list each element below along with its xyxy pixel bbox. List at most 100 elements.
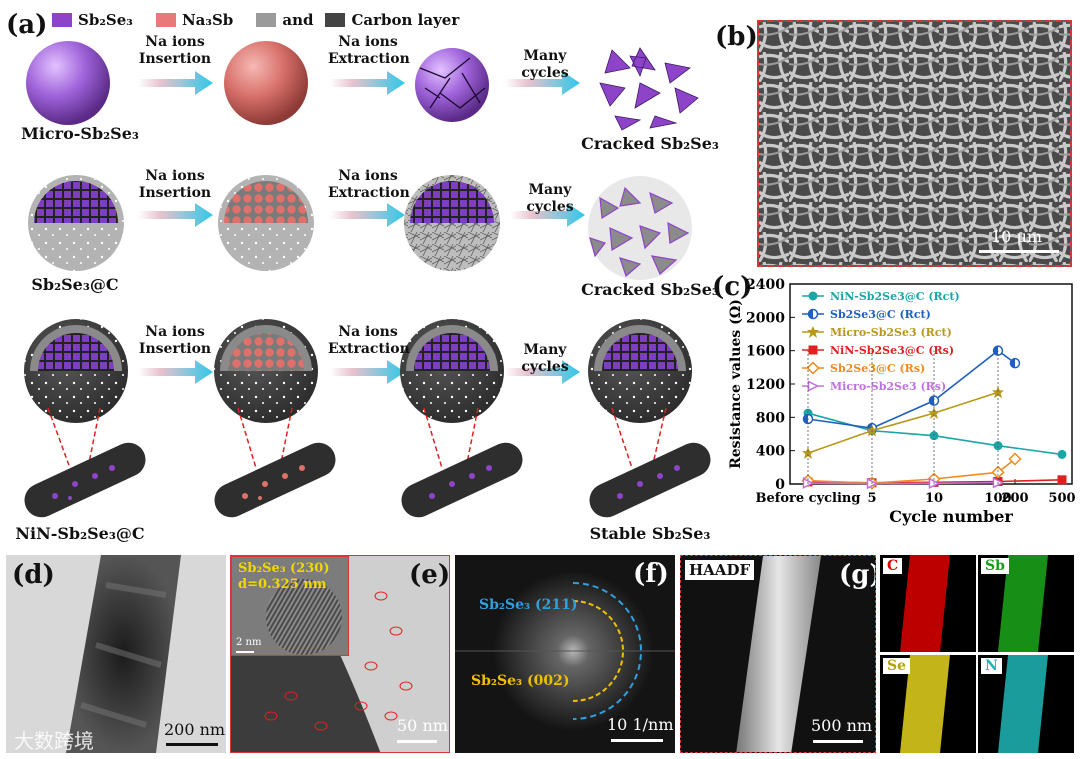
data-point — [1057, 449, 1067, 459]
legend-sb2se3: Sb₂Se₃ — [52, 11, 133, 29]
tem-e-scale-bar — [397, 740, 437, 743]
dark-swatch — [325, 13, 346, 27]
extracted-sphere — [404, 175, 500, 271]
fft-pattern — [455, 571, 675, 731]
legend-sb2se3-text: Sb₂Se₃ — [78, 11, 133, 29]
nanofibers — [24, 442, 711, 518]
x-tick-label: 200 — [1001, 491, 1028, 506]
eds-se-shape — [900, 655, 950, 753]
arrow-r2-3 — [510, 203, 585, 227]
arrow-label-r3-1: Na ions Insertion — [138, 324, 212, 357]
data-point — [802, 447, 814, 460]
grey-swatch — [256, 13, 277, 27]
inset-lattice — [266, 579, 342, 655]
legend-row: Sb₂Se₃ Na₃Sb and Carbon layer — [52, 10, 477, 29]
data-point-half — [1010, 358, 1015, 368]
haadf-scale-text: 500 nm — [811, 716, 873, 735]
series-line — [807, 391, 999, 454]
arrow-r1-2 — [330, 71, 405, 95]
fft-image: (f) Sb₂Se₃ (211) Sb₂Se₃ (002) 10 1/nm — [455, 555, 675, 753]
nin-sphere-1 — [24, 319, 128, 423]
label-micro-sb2se3: Micro-Sb₂Se₃ — [21, 124, 139, 143]
sb2se3-at-c-sphere — [28, 175, 124, 271]
x-tick-label: Before cycling — [756, 491, 861, 506]
cracked-shards-row2 — [588, 176, 692, 280]
data-point — [808, 345, 818, 355]
inset-scale-text: 2 nm — [236, 637, 262, 648]
eds-map-sb: Sb — [978, 555, 1074, 652]
legend-label: Sb2Se3@C (Rs) — [830, 362, 925, 375]
panel-f-label: (f) — [633, 559, 669, 589]
row3-particles — [24, 319, 711, 518]
data-point-half — [929, 396, 934, 406]
hrtem-inset: Sb₂Se₃ (230) d=0.325 nm 2 nm — [231, 556, 349, 656]
eds-sb-shape — [998, 555, 1048, 652]
tem-image-d: 大数跨境 200 nm — [6, 555, 226, 753]
tem-image-e: Sb₂Se₃ (230) d=0.325 nm 2 nm (e) 50 nm — [230, 555, 450, 753]
shattered-shards-row1 — [599, 47, 699, 131]
crack-lines — [419, 57, 486, 109]
fft-scale-text: 10 1/nm — [607, 715, 674, 734]
inset-d-spacing: d=0.325 nm — [238, 577, 327, 592]
watermark: 大数跨境 — [14, 729, 94, 753]
cracked-sphere-small — [415, 48, 489, 122]
nin-sphere-2 — [214, 319, 318, 423]
y-tick-label: 1600 — [746, 344, 785, 360]
arrow-label-r2-3: Many cycles — [526, 182, 574, 215]
arrow-label-r2-2: Na ions Extraction — [328, 168, 410, 201]
data-point-half — [993, 346, 998, 356]
haadf-scale-bar — [813, 740, 863, 743]
legend-label: NiN-Sb2Se3@C (Rs) — [830, 344, 954, 357]
arrow-r2-2 — [330, 203, 405, 227]
legend-na3sb-text: Na₃Sb — [181, 11, 234, 29]
y-tick-label: 2400 — [746, 277, 785, 293]
haadf-texture — [736, 556, 821, 752]
y-tick-label: 0 — [775, 477, 785, 493]
tem-e-texture — [264, 556, 449, 752]
y-tick-label: 800 — [756, 410, 785, 426]
panel-c-label: (c) — [712, 272, 753, 302]
eds-c-shape — [900, 555, 950, 652]
eds-map-n: N — [978, 655, 1074, 753]
legend-label: NiN-Sb2Se3@C (Rct) — [830, 290, 960, 303]
arrow-r1-1 — [138, 71, 213, 95]
label-cracked-2: Cracked Sb₂Se₃ — [581, 280, 719, 299]
legend-carbon-text: Carbon layer — [351, 11, 460, 29]
eds-se-label: Se — [883, 658, 911, 674]
legend-label: Sb2Se3@C (Rct) — [830, 308, 931, 321]
fiber-particles — [52, 465, 680, 500]
label-sb2se3-at-c: Sb₂Se₃@C — [31, 275, 119, 294]
arrow-label-r1-2: Na ions Extraction — [328, 34, 410, 67]
arrow-label-r2-1: Na ions Insertion — [138, 168, 212, 201]
tem-d-texture — [66, 555, 181, 753]
arrow-label-r3-2: Na ions Extraction — [328, 324, 410, 357]
arrow-label-r1-3: Many cycles — [521, 48, 569, 81]
legend-and-text: and — [282, 11, 314, 29]
panel-a-label: (a) — [6, 10, 48, 40]
na3sb-sphere — [224, 41, 308, 125]
y-tick-label: 1200 — [746, 377, 785, 393]
sodiated-sphere — [218, 175, 314, 271]
x-tick-label: 10 — [925, 491, 943, 506]
row1-particles — [26, 41, 699, 131]
haadf-image: HAADF (g) 500 nm — [680, 555, 876, 753]
fft-ring-211: Sb₂Se₃ (211) — [479, 597, 578, 613]
eds-map-se: Se — [880, 655, 976, 753]
na3sb-swatch — [155, 13, 176, 27]
data-point-half — [803, 414, 808, 424]
resistance-chart: 0 400 800 1200 1600 2000 2400 Before cycling 5 10… — [728, 277, 1076, 526]
data-point — [808, 291, 818, 301]
label-nin-sb2se3-at-c: NiN-Sb₂Se₃@C — [15, 524, 145, 543]
y-tick-label: 2000 — [746, 310, 785, 326]
sem-scale-text: 10 μm — [991, 227, 1043, 246]
data-point — [1057, 475, 1067, 485]
panel-b-label: (b) — [715, 22, 758, 52]
arrow-r1-3 — [505, 71, 580, 95]
sb2se3-swatch — [52, 13, 72, 27]
tem-d-scale-bar — [166, 743, 218, 746]
row2-particles — [28, 175, 692, 280]
schematic-a — [24, 41, 711, 518]
x-tick-label: 5 — [867, 491, 876, 506]
eds-sb-label: Sb — [981, 558, 1009, 574]
panel-d-label: (d) — [12, 560, 55, 590]
